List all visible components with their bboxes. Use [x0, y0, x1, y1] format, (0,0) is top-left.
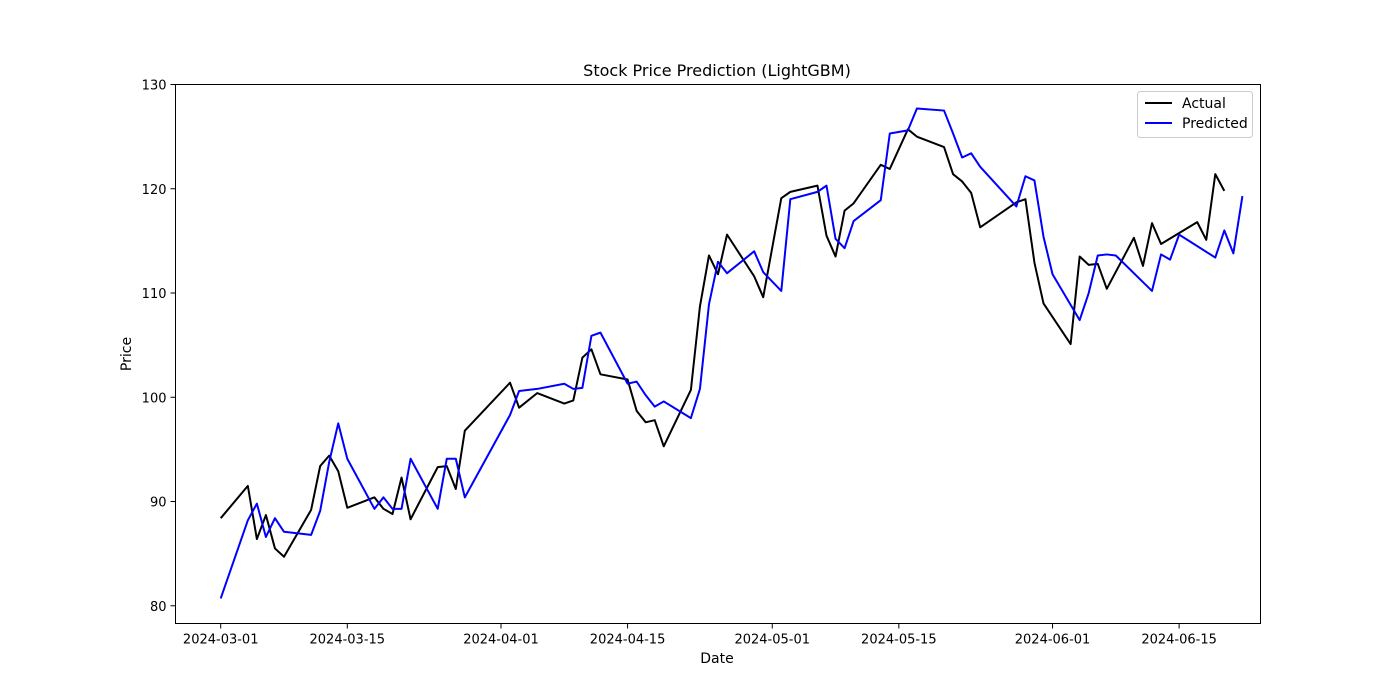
legend: Actual Predicted: [1137, 91, 1253, 138]
y-tick-label: 100: [142, 391, 167, 406]
x-axis: 2024-03-01 2024-03-15 2024-04-01 2024-04-15…: [183, 623, 1217, 648]
plot-frame: [175, 84, 1261, 624]
x-tick-label: 2024-06-15: [1141, 633, 1217, 648]
plot-area: [219, 107, 1244, 599]
x-tick-label: 2024-03-15: [310, 633, 386, 648]
y-tick-label: 130: [142, 79, 167, 94]
y-axis-title: Price: [119, 337, 135, 371]
x-tick-label: 2024-04-01: [463, 633, 539, 648]
legend-label-predicted: Predicted: [1182, 116, 1248, 132]
x-tick-label: 2024-05-01: [734, 633, 810, 648]
y-tick-label: 80: [150, 600, 167, 615]
x-axis-title: Date: [700, 651, 733, 667]
series-line-predicted: [219, 107, 1244, 599]
y-tick-label: 90: [150, 496, 167, 511]
legend-label-actual: Actual: [1182, 96, 1226, 112]
x-tick-label: 2024-05-15: [861, 633, 937, 648]
y-tick-label: 110: [142, 287, 167, 302]
x-tick-label: 2024-03-01: [183, 633, 259, 648]
x-tick-label: 2024-06-01: [1015, 633, 1091, 648]
series-line-actual: [219, 128, 1226, 558]
chart-title: Stock Price Prediction (LightGBM): [583, 61, 851, 80]
x-tick-label: 2024-04-15: [590, 633, 666, 648]
y-tick-label: 120: [142, 183, 167, 198]
y-axis: 80 90 100 110 120 130: [142, 79, 176, 615]
